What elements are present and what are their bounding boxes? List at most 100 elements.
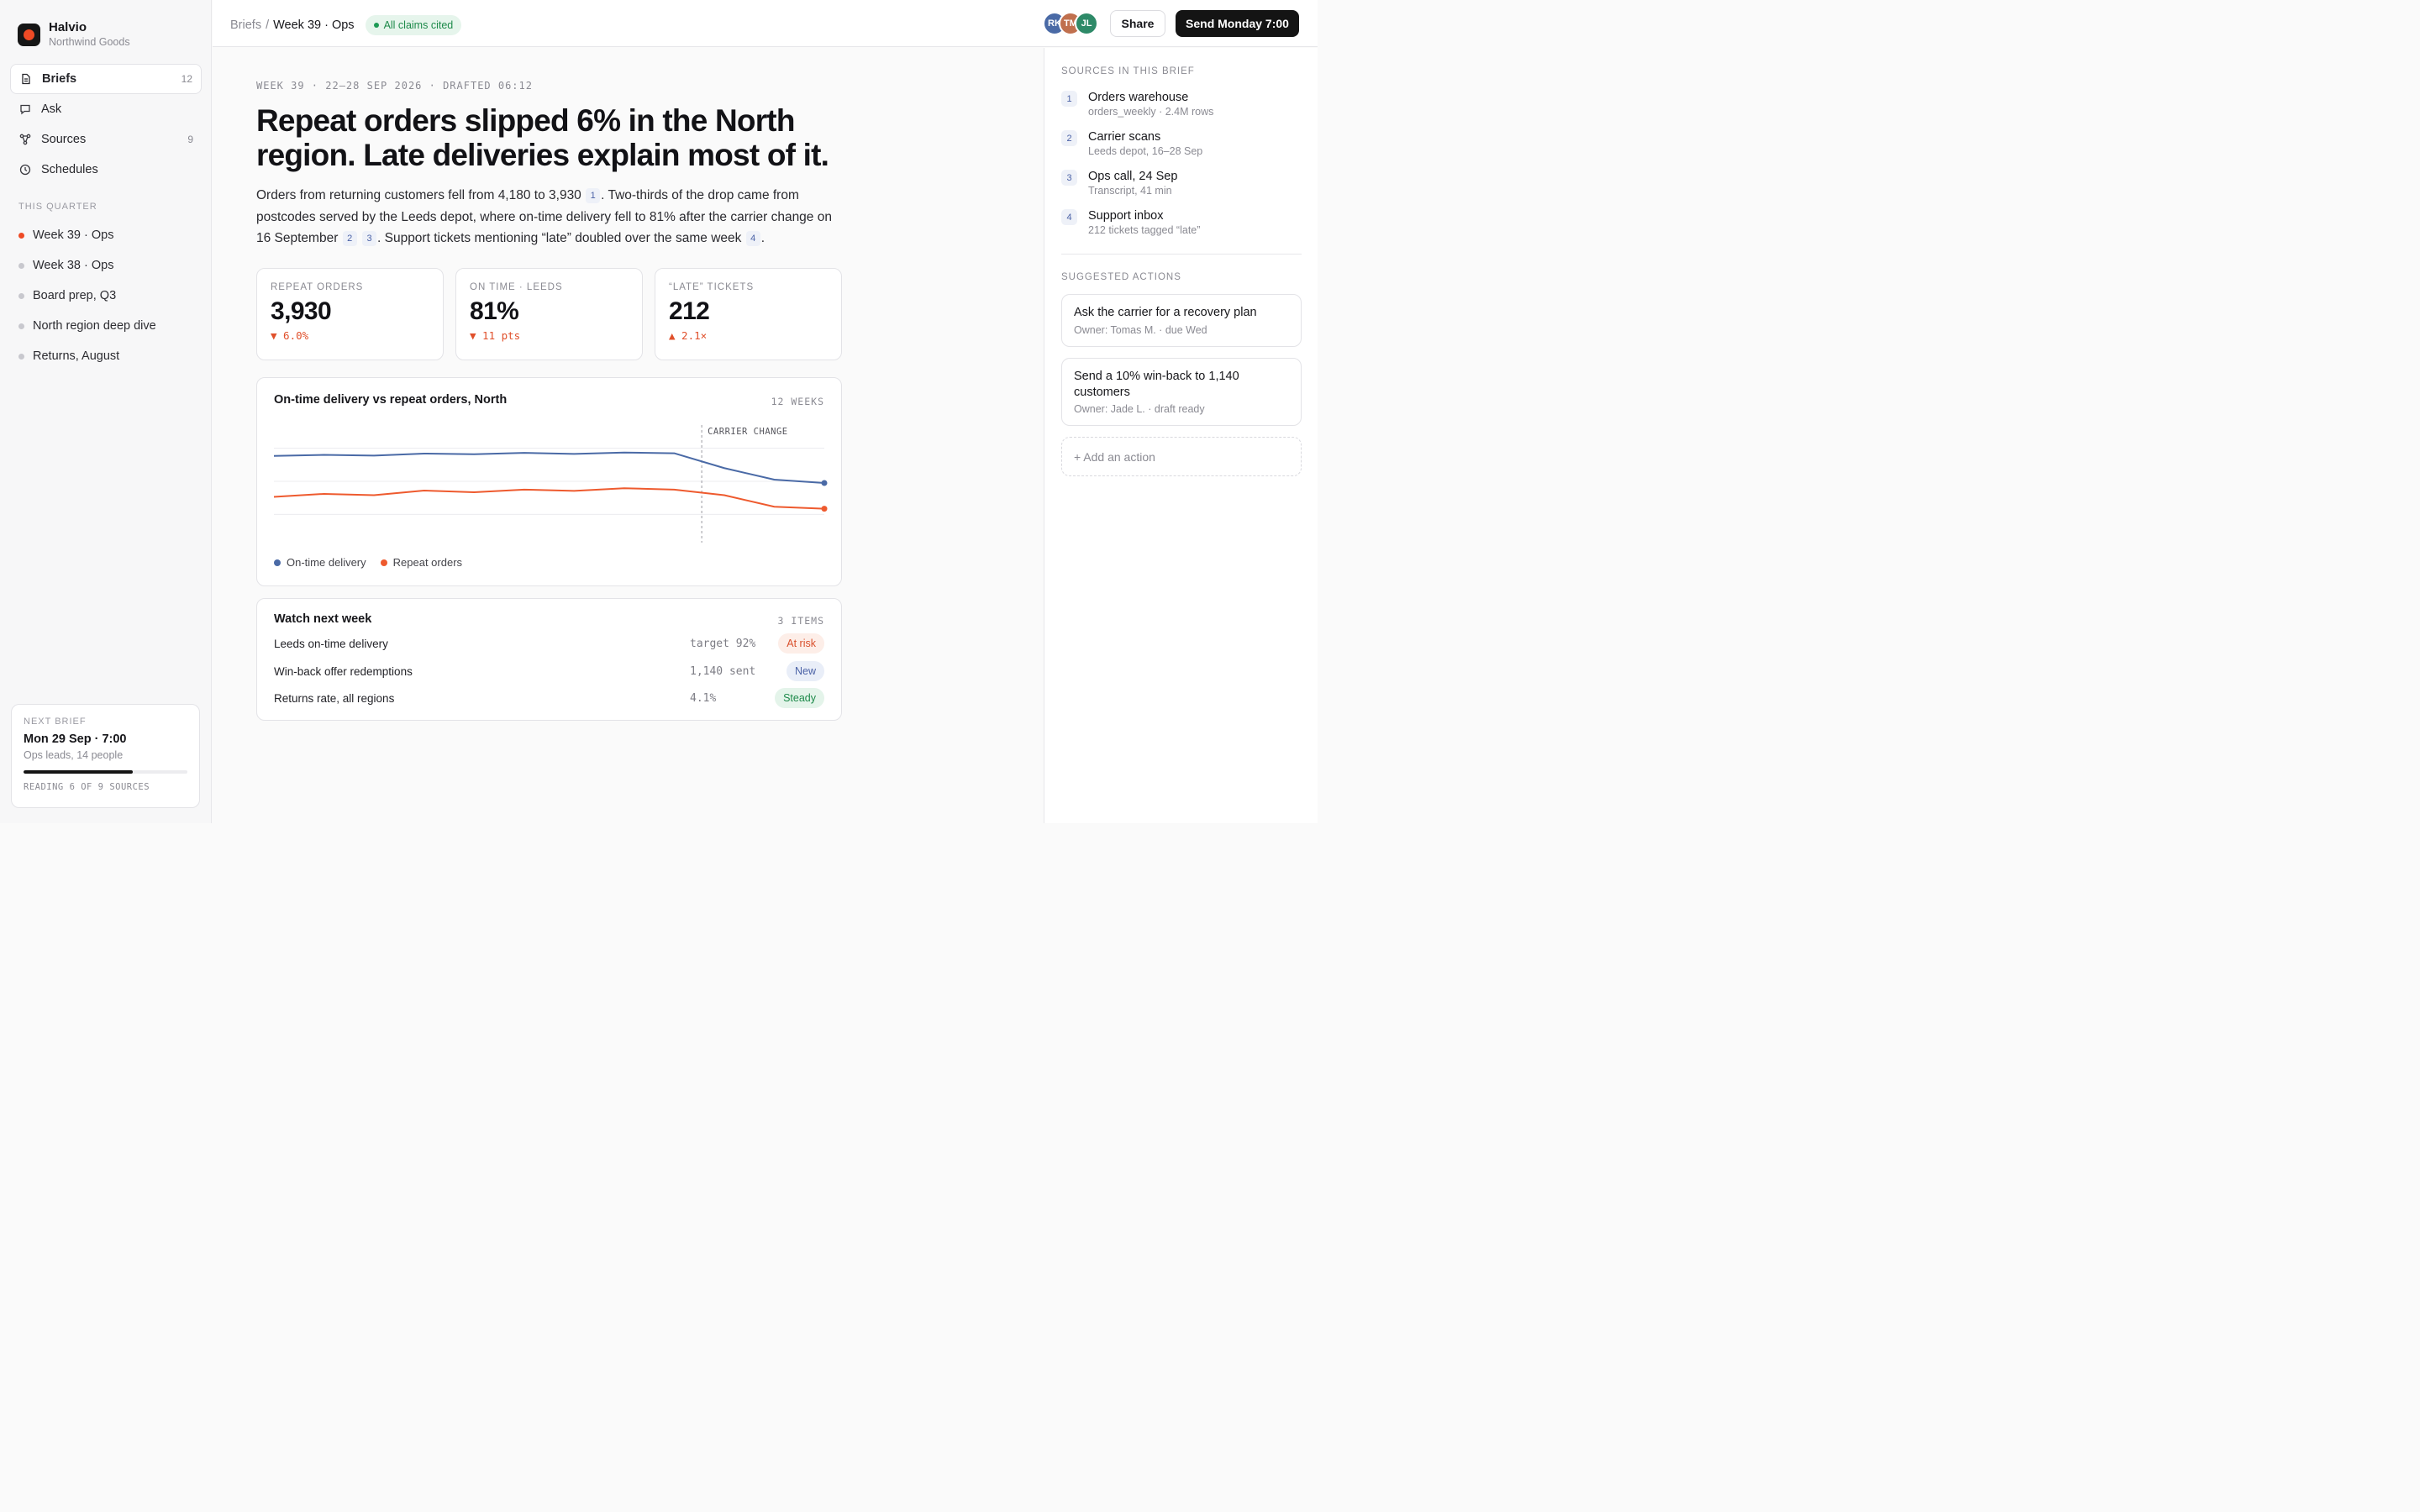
action-card[interactable]: Send a 10% win-back to 1,140 customers O…: [1061, 358, 1302, 426]
citation-marker[interactable]: 4: [745, 231, 760, 246]
source-item[interactable]: 3 Ops call, 24 Sep Transcript, 41 min: [1061, 169, 1305, 198]
quarter-item[interactable]: Returns, August: [10, 341, 202, 371]
action-card[interactable]: Ask the carrier for a recovery plan Owne…: [1061, 294, 1302, 347]
breadcrumb-separator: /: [266, 18, 270, 32]
progress-fill: [24, 770, 134, 774]
kpi-card: REPEAT ORDERS 3,930 ▼ 6.0%: [256, 268, 444, 360]
citation-marker[interactable]: 1: [586, 188, 601, 203]
sidebar: Halvio Northwind Goods Briefs 12 Ask Sou…: [0, 0, 212, 823]
nav-count: 9: [187, 134, 193, 145]
watch-row-value: 4.1%: [690, 691, 717, 705]
quarter-item-label: Board prep, Q3: [33, 289, 117, 302]
sources-icon: [19, 134, 31, 145]
citation-marker[interactable]: 3: [362, 231, 376, 246]
series-endpoint: [821, 506, 828, 512]
legend-swatch: [380, 559, 387, 566]
next-brief-audience: Ops leads, 14 people: [24, 749, 124, 761]
source-number: 2: [1061, 130, 1077, 146]
status-dot: [18, 262, 24, 269]
status-pill: At risk: [778, 633, 824, 654]
action-owner: Owner: Tomas M. · due Wed: [1074, 323, 1207, 336]
nav-label: Ask: [41, 102, 62, 116]
nav-label: Briefs: [42, 72, 77, 86]
source-name: Ops call, 24 Sep: [1088, 170, 1178, 183]
next-brief-label: NEXT BRIEF: [24, 717, 87, 727]
actions-label: SUGGESTED ACTIONS: [1061, 272, 1181, 282]
topbar: Briefs / Week 39 · Ops All claims cited …: [213, 0, 1318, 47]
legend-item: Repeat orders: [380, 556, 462, 569]
breadcrumb-root[interactable]: Briefs: [230, 18, 262, 32]
lede-text: Orders from returning customers fell fro…: [256, 188, 581, 202]
clock-icon: [19, 164, 31, 176]
kpi-value: 3,930: [271, 297, 332, 325]
watch-row-label: Leeds on-time delivery: [274, 637, 388, 650]
source-item[interactable]: 2 Carrier scans Leeds depot, 16–28 Sep: [1061, 129, 1305, 159]
document-icon: [20, 73, 32, 85]
source-detail: 212 tickets tagged “late”: [1088, 224, 1201, 236]
quarter-item-label: North region deep dive: [33, 319, 156, 333]
nav-label: Sources: [41, 133, 87, 146]
watch-count: 3 ITEMS: [777, 615, 824, 627]
kpi-card: ON TIME · LEEDS 81% ▼ 11 pts: [455, 268, 643, 360]
share-button[interactable]: Share: [1110, 10, 1165, 37]
quarter-item[interactable]: Week 38 · Ops: [10, 250, 202, 281]
nav-item-briefs[interactable]: Briefs 12: [10, 64, 202, 94]
kpi-card: “LATE” TICKETS 212 ▲ 2.1×: [655, 268, 842, 360]
watch-card: Watch next week 3 ITEMS Leeds on-time de…: [256, 598, 842, 721]
line-chart: CARRIER CHANGE: [273, 425, 828, 543]
series-line: [273, 451, 825, 484]
nav-item-ask[interactable]: Ask: [10, 94, 202, 124]
status-dot: [373, 23, 379, 28]
nav-item-schedules[interactable]: Schedules: [10, 155, 202, 185]
status-dot: [18, 292, 24, 299]
chart-title: On-time delivery vs repeat orders, North: [274, 393, 508, 407]
brand[interactable]: Halvio Northwind Goods: [18, 20, 130, 49]
quarter-list: Week 39 · Ops Week 38 · Ops Board prep, …: [10, 220, 202, 371]
watch-row[interactable]: Leeds on-time delivery target 92% At ris…: [274, 633, 824, 654]
source-item[interactable]: 4 Support inbox 212 tickets tagged “late”: [1061, 208, 1305, 238]
divider: [1061, 254, 1302, 255]
avatar[interactable]: JL: [1075, 12, 1098, 35]
quarter-item[interactable]: Board prep, Q3: [10, 281, 202, 311]
watch-row-value: target 92%: [690, 637, 756, 650]
source-detail: Transcript, 41 min: [1088, 185, 1172, 197]
legend-swatch: [274, 559, 281, 566]
annotation-label: CARRIER CHANGE: [708, 427, 788, 437]
source-item[interactable]: 1 Orders warehouse orders_weekly · 2.4M r…: [1061, 90, 1305, 119]
chat-icon: [19, 103, 31, 115]
brief-lede: Orders from returning customers fell fro…: [256, 185, 844, 249]
org-name: Northwind Goods: [49, 36, 130, 48]
status-pill: New: [786, 661, 824, 681]
main-nav: Briefs 12 Ask Sources 9 Schedules: [10, 64, 202, 185]
watch-title: Watch next week: [274, 612, 372, 626]
nav-item-sources[interactable]: Sources 9: [10, 124, 202, 155]
source-name: Carrier scans: [1088, 130, 1161, 144]
lede-text: . Support tickets mentioning “late” doub…: [377, 231, 742, 245]
status-badge-label: All claims cited: [383, 19, 454, 31]
lede-text: .: [760, 231, 765, 245]
collaborator-avatars[interactable]: RK TM JL: [1043, 12, 1098, 35]
kpi-delta: ▼ 6.0%: [271, 329, 309, 342]
kpi-label: ON TIME · LEEDS: [470, 282, 563, 292]
citation-marker[interactable]: 2: [342, 231, 357, 246]
kpi-row: REPEAT ORDERS 3,930 ▼ 6.0% ON TIME · LEE…: [256, 268, 842, 360]
next-brief-card[interactable]: NEXT BRIEF Mon 29 Sep · 7:00 Ops leads, …: [11, 704, 200, 808]
quarter-item-label: Week 39 · Ops: [33, 228, 114, 242]
brief-headline: Repeat orders slipped 6% in the North re…: [256, 103, 829, 172]
action-title: Ask the carrier for a recovery plan: [1074, 306, 1257, 319]
status-dot: [18, 323, 24, 329]
chart-range: 12 WEEKS: [771, 396, 824, 407]
watch-row[interactable]: Win-back offer redemptions 1,140 sent Ne…: [274, 661, 824, 681]
quarter-item[interactable]: North region deep dive: [10, 311, 202, 341]
source-detail: orders_weekly · 2.4M rows: [1088, 106, 1214, 118]
sources-label: SOURCES IN THIS BRIEF: [1061, 66, 1195, 76]
action-title: Send a 10% win-back to 1,140 customers: [1074, 370, 1239, 399]
quarter-item[interactable]: Week 39 · Ops: [10, 220, 202, 250]
add-action-button[interactable]: + Add an action: [1061, 437, 1302, 476]
source-name: Support inbox: [1088, 209, 1164, 223]
right-panel: SOURCES IN THIS BRIEF 1 Orders warehouse…: [1044, 48, 1318, 823]
lede-text: . Two-thirds of the drop came from postc…: [256, 188, 832, 245]
send-button[interactable]: Send Monday 7:00: [1176, 10, 1299, 37]
watch-row[interactable]: Returns rate, all regions 4.1% Steady: [274, 688, 824, 708]
kpi-label: REPEAT ORDERS: [271, 282, 364, 292]
